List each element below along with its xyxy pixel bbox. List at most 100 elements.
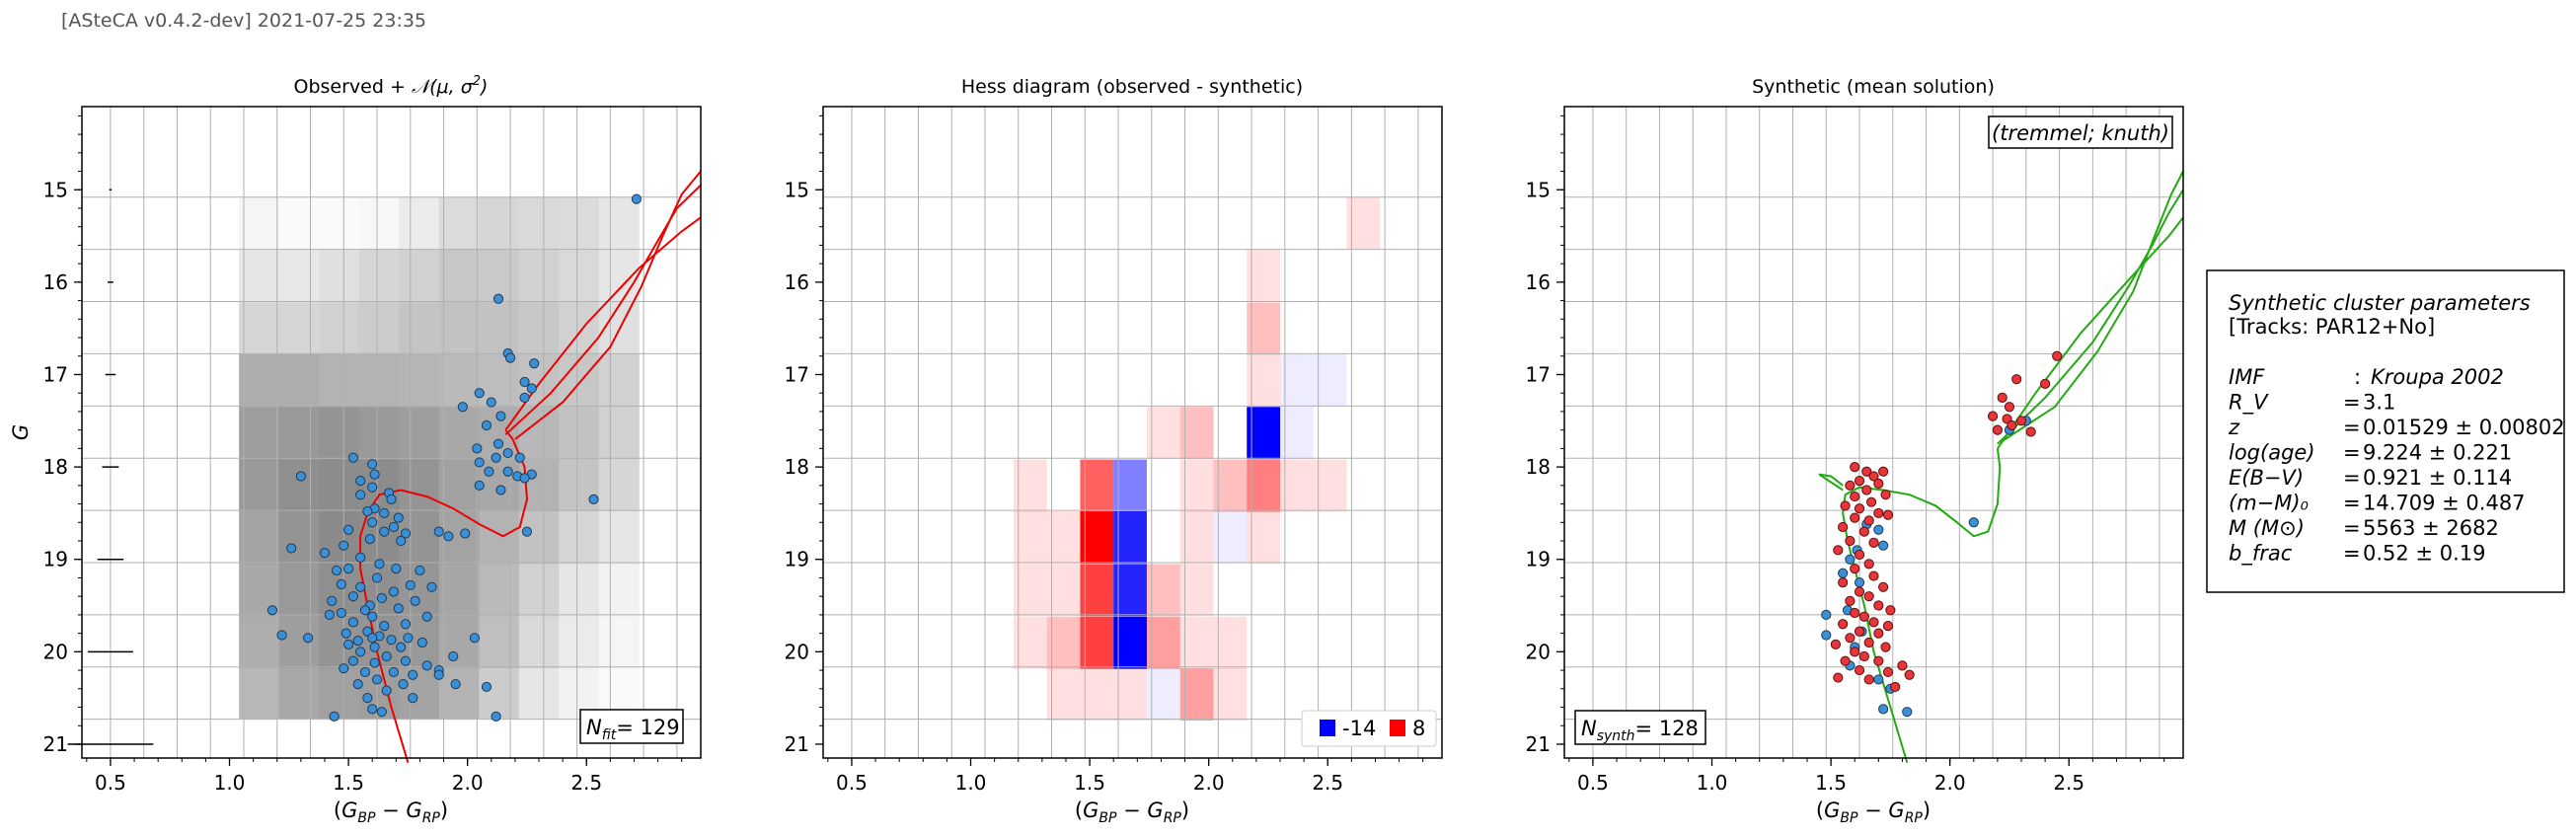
- synthetic-point-binary: [1869, 538, 1878, 547]
- observed-point: [343, 564, 352, 572]
- density-cell: [559, 407, 599, 460]
- observed-point: [377, 593, 386, 602]
- density-cell: [439, 302, 480, 354]
- observed-point: [356, 553, 365, 562]
- observed-point: [401, 656, 410, 665]
- observed-point: [505, 353, 514, 362]
- observed-title-math: 𝒩(μ, σ: [412, 76, 474, 98]
- x-tick-label: 2.5: [2053, 771, 2084, 795]
- density-cell: [439, 354, 480, 408]
- density-cell: [359, 460, 400, 512]
- density-cell: [439, 250, 480, 303]
- y-tick-label: 16: [43, 270, 68, 294]
- density-cell: [559, 197, 599, 251]
- observed-point: [348, 453, 357, 462]
- synthetic-point-binary: [2012, 375, 2021, 384]
- x-tick-label: 1.5: [333, 771, 364, 795]
- density-cell: [239, 250, 279, 303]
- nfit-text: Nfit= 129: [586, 716, 680, 743]
- observed-point: [422, 612, 431, 621]
- observed-point: [434, 670, 443, 679]
- synthetic-point-binary: [1883, 667, 1892, 676]
- synthetic-point-single: [1874, 675, 1883, 684]
- synthetic-point-binary: [1864, 592, 1873, 601]
- density-cell: [519, 617, 560, 669]
- param-value: 0.01529 ± 0.00802: [2363, 416, 2565, 439]
- synthetic-point-binary: [2026, 427, 2035, 436]
- observed-point: [370, 658, 379, 667]
- nsynth-box: Nsynth= 128: [1575, 711, 1705, 744]
- density-cell: [439, 197, 480, 251]
- observed-point: [337, 579, 345, 588]
- xlabel-g1: G: [341, 799, 357, 822]
- density-cell: [279, 564, 320, 617]
- observed-point: [394, 604, 403, 613]
- observed-point: [380, 508, 389, 517]
- observed-point: [389, 587, 398, 596]
- density-cell: [559, 511, 599, 565]
- xlabel-minus: − G: [1116, 799, 1163, 822]
- density-cell: [279, 197, 320, 251]
- legend-swatch-pos: [1390, 720, 1405, 736]
- synthetic-axes: 0.5 1.0 1.5 2.0 2.515161718192021: [1526, 107, 2183, 795]
- density-cell: [279, 668, 320, 719]
- observed-point: [277, 631, 286, 640]
- param-sep: =: [2343, 542, 2361, 566]
- observed-point: [337, 608, 345, 617]
- density-cell: [279, 407, 320, 460]
- observed-point: [328, 596, 337, 605]
- observed-panel: Observed + 𝒩(μ, σ2) 0.5 1.0 1.5 2.0 2.515161…: [9, 74, 701, 826]
- observed-point: [589, 495, 598, 503]
- density-cell: [399, 668, 439, 719]
- green-isochrone: [1819, 475, 1843, 491]
- density-cell: [319, 250, 359, 303]
- density-cell: [359, 250, 400, 303]
- observed-title-text: Observed +: [294, 76, 412, 98]
- density-cell: [319, 302, 359, 354]
- observed-point: [520, 377, 529, 386]
- observed-point: [492, 712, 500, 721]
- density-cell: [239, 407, 279, 460]
- hess-title: Hess diagram (observed - synthetic): [961, 76, 1303, 98]
- y-tick-label: 20: [785, 640, 809, 663]
- xlabel-bp: BP: [357, 810, 376, 826]
- density-cell: [399, 460, 439, 512]
- density-cell: [279, 617, 320, 669]
- x-tick-label: 1.0: [955, 771, 987, 795]
- density-cell: [239, 460, 279, 512]
- density-cell: [239, 668, 279, 719]
- observed-point: [353, 680, 362, 689]
- param-sep: =: [2343, 441, 2361, 465]
- synthetic-point-binary: [1851, 647, 1859, 656]
- density-cell: [519, 407, 560, 460]
- observed-point: [356, 491, 365, 499]
- synthetic-point-binary: [1998, 393, 2007, 402]
- param-value: 0.921 ± 0.114: [2363, 466, 2512, 490]
- observed-point: [520, 474, 529, 483]
- observed-point: [348, 592, 357, 601]
- density-cell: [359, 354, 400, 408]
- param-name: IMF: [2229, 365, 2265, 389]
- synthetic-point-single: [1874, 525, 1883, 534]
- tremmel-box: (tremmel; knuth): [1989, 116, 2172, 148]
- synthetic-point-binary: [1839, 578, 1848, 587]
- synthetic-point-binary: [1891, 682, 1900, 691]
- density-cell: [519, 668, 560, 719]
- param-name: log(age): [2229, 441, 2315, 465]
- observed-point: [451, 680, 460, 689]
- density-cell: [559, 617, 599, 669]
- synthetic-point-binary: [1879, 467, 1888, 476]
- observed-point: [363, 506, 372, 515]
- param-sep: =: [2343, 516, 2361, 540]
- synthetic-point-binary: [1866, 497, 1875, 506]
- density-cell: [599, 564, 640, 617]
- synthetic-point-binary: [1886, 606, 1895, 615]
- density-cell: [479, 302, 519, 354]
- observed-point: [411, 596, 419, 605]
- observed-point: [409, 670, 417, 679]
- synthetic-point-binary: [1851, 513, 1859, 522]
- synthetic-point-binary: [1874, 479, 1883, 488]
- observed-point: [368, 634, 377, 643]
- observed-point: [416, 566, 424, 574]
- synthetic-point-binary: [1855, 550, 1863, 559]
